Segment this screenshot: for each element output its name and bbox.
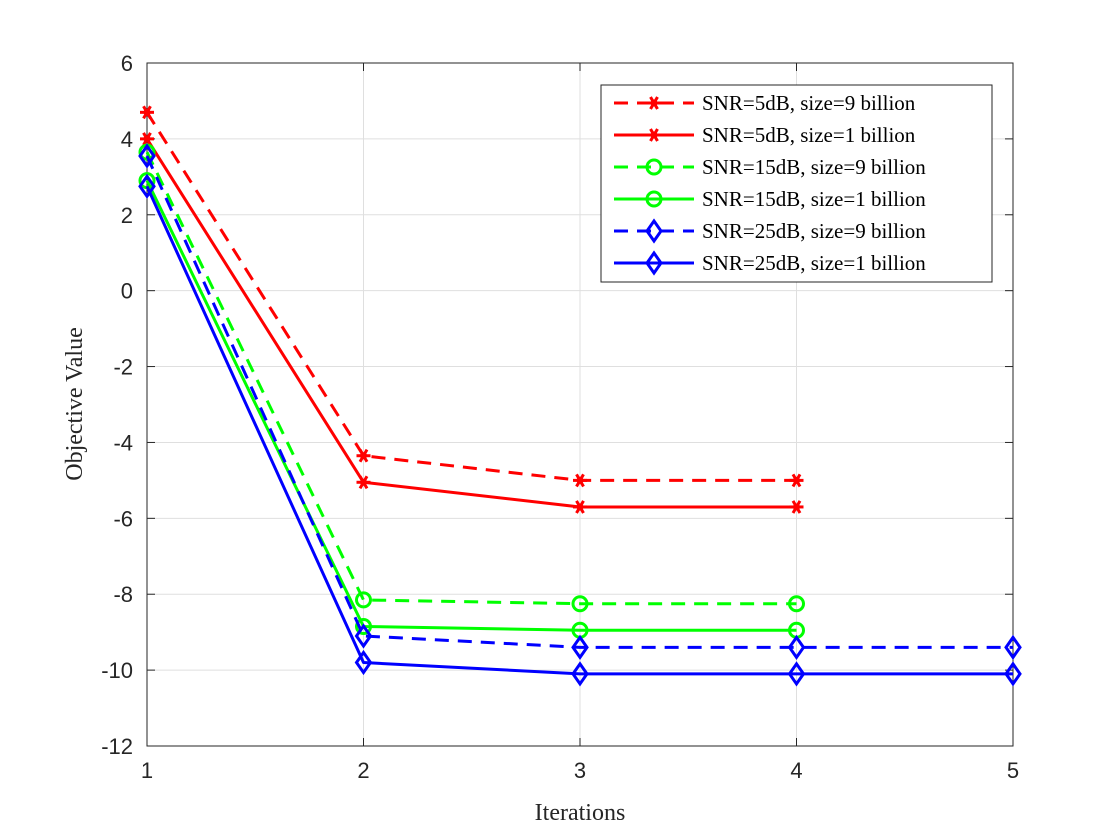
- data-point-circle: [355, 617, 372, 635]
- series-line: [145, 185, 1013, 676]
- legend-label: SNR=15dB, size=9 billion: [702, 155, 926, 179]
- data-point-diamond: [571, 634, 589, 660]
- y-tick-label: 2: [121, 203, 133, 228]
- data-point-circle: [645, 190, 663, 208]
- data-point-diamond: [1004, 661, 1022, 687]
- data-point-diamond: [787, 661, 806, 687]
- legend-label: SNR=25dB, size=1 billion: [702, 251, 926, 275]
- legend-entry-3: SNR=15dB, size=9 billion: [614, 155, 926, 179]
- data-point-asterisk: [573, 500, 587, 514]
- data-point-asterisk: [140, 105, 154, 120]
- data-point-asterisk: [356, 475, 371, 490]
- data-point-diamond: [138, 173, 156, 199]
- data-point-asterisk: [647, 96, 661, 110]
- series-line: [145, 155, 1013, 649]
- data-point-diamond: [138, 143, 156, 169]
- legend-entry-2: SNR=5dB, size=1 billion: [614, 123, 916, 147]
- data-point-asterisk: [140, 132, 154, 146]
- data-point-diamond: [354, 623, 373, 649]
- data-point-diamond: [354, 649, 373, 676]
- y-tick-label: -10: [101, 658, 133, 683]
- legend-entry-1: SNR=5dB, size=9 billion: [614, 91, 916, 115]
- x-tick-label: 1: [141, 758, 153, 783]
- x-axis-title: Iterations: [535, 800, 626, 826]
- data-point-asterisk: [356, 448, 371, 463]
- legend-entry-5: SNR=25dB, size=9 billion: [614, 218, 926, 244]
- x-tick-label: 4: [790, 758, 802, 783]
- legend-label: SNR=15dB, size=1 billion: [702, 187, 926, 211]
- y-tick-label: -4: [113, 430, 133, 455]
- x-tick-label: 5: [1007, 758, 1019, 783]
- axis-ticks: 1 2 3 4 5 -12 -10 -8 -6 -4 -2 0 2 4 6: [101, 51, 1019, 783]
- y-tick-label: -6: [113, 506, 133, 531]
- series-line: [145, 138, 797, 509]
- legend-label: SNR=25dB, size=9 billion: [702, 219, 926, 243]
- legend-entry-4: SNR=15dB, size=1 billion: [614, 187, 926, 211]
- data-point-asterisk: [789, 473, 804, 488]
- legend: SNR=5dB, size=9 billion SNR=5dB, size=1 b…: [600, 84, 993, 283]
- series-2: [140, 132, 804, 514]
- legend-label: SNR=5dB, size=1 billion: [702, 123, 916, 147]
- data-point-circle: [645, 158, 663, 176]
- data-point-circle: [788, 595, 805, 613]
- series-line: [145, 111, 797, 482]
- legend-entry-6: SNR=25dB, size=1 billion: [614, 250, 926, 276]
- series-line: [145, 151, 797, 606]
- series-1: [140, 105, 804, 488]
- data-point-diamond: [1004, 634, 1022, 660]
- data-point-diamond: [645, 250, 663, 276]
- x-tick-label: 2: [357, 758, 369, 783]
- series-5: [138, 143, 1022, 660]
- series-group: [138, 105, 1022, 687]
- data-point-asterisk: [789, 500, 804, 514]
- y-tick-label: 0: [121, 279, 133, 304]
- y-tick-label: -2: [113, 355, 133, 380]
- data-point-asterisk: [647, 128, 661, 142]
- x-tick-label: 3: [574, 758, 586, 783]
- y-tick-label: -8: [113, 582, 133, 607]
- legend-label: SNR=5dB, size=9 billion: [702, 91, 916, 115]
- data-point-diamond: [571, 661, 589, 687]
- legend-box: [600, 84, 993, 283]
- y-axis-title: Objective Value: [62, 327, 88, 481]
- data-point-asterisk: [573, 473, 587, 488]
- y-tick-label: 4: [121, 127, 133, 152]
- data-point-diamond: [645, 218, 663, 244]
- data-point-diamond: [787, 634, 806, 660]
- data-point-circle: [355, 591, 372, 609]
- data-point-circle: [571, 595, 589, 613]
- y-tick-label: 6: [121, 51, 133, 76]
- series-line: [145, 179, 797, 632]
- y-tick-label: -12: [101, 734, 133, 759]
- series-6: [138, 173, 1022, 687]
